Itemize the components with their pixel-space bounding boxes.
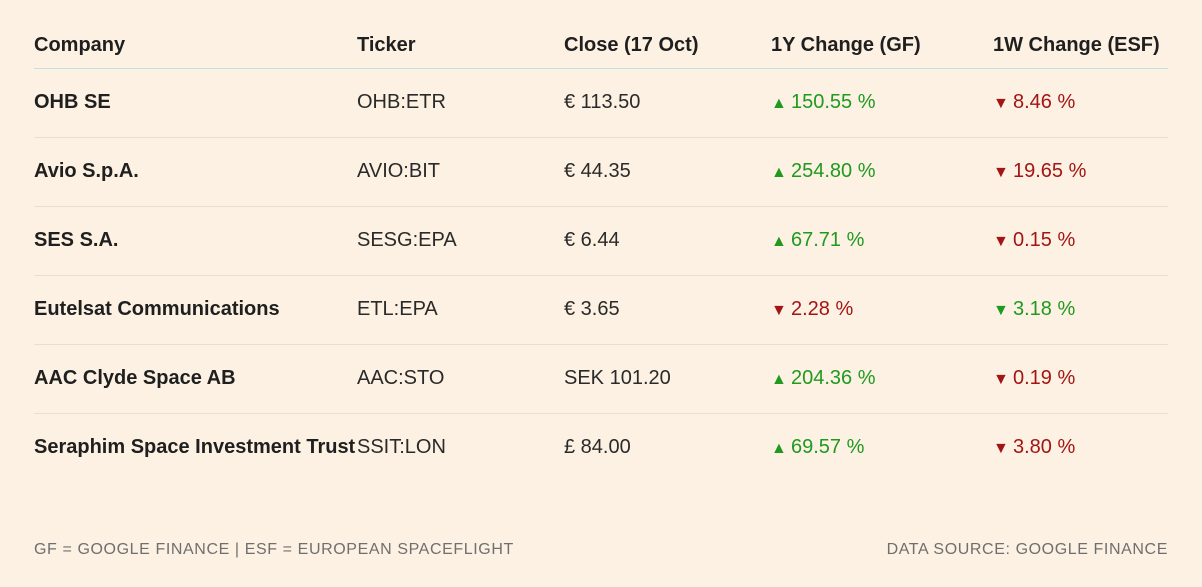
ticker-cell: ETL:EPA <box>357 275 564 345</box>
triangle-down-icon: ▼ <box>993 302 1009 319</box>
change-value: 3.18 % <box>1013 298 1076 320</box>
change-value: 150.55 % <box>791 91 876 113</box>
change-1y-cell: ▲ 67.71 % <box>771 206 993 276</box>
change-1w-cell: ▼ 0.19 % <box>993 344 1168 414</box>
triangle-down-icon: ▼ <box>993 371 1009 388</box>
triangle-down-icon: ▼ <box>993 95 1009 112</box>
close-cell: € 44.35 <box>564 137 771 207</box>
change-1y-cell: ▲ 69.57 % <box>771 414 993 483</box>
table-body: OHB SE OHB:ETR € 113.50 ▲ 150.55 % ▼ 8.46 % Avi… <box>34 68 1168 483</box>
footer-source: DATA SOURCE: GOOGLE FINANCE <box>886 541 1168 558</box>
change-1w-cell: ▼ 3.80 % <box>993 414 1168 483</box>
header-1y-change: 1Y Change (GF) <box>771 22 993 69</box>
change-value: 254.80 % <box>791 160 876 182</box>
change-value: 69.57 % <box>791 436 865 458</box>
table-row: AAC Clyde Space AB AAC:STO SEK 101.20 ▲ 204.… <box>34 344 1168 414</box>
table-row: Avio S.p.A. AVIO:BIT € 44.35 ▲ 254.80 % ▼ 19.6… <box>34 137 1168 207</box>
change-1y-cell: ▲ 204.36 % <box>771 344 993 414</box>
triangle-down-icon: ▼ <box>771 302 787 319</box>
triangle-down-icon: ▼ <box>993 164 1009 181</box>
change-1y-cell: ▲ 254.80 % <box>771 137 993 207</box>
change-1w-cell: ▼ 8.46 % <box>993 68 1168 138</box>
close-cell: SEK 101.20 <box>564 344 771 414</box>
triangle-up-icon: ▲ <box>771 164 787 181</box>
header-company: Company <box>34 22 357 69</box>
table-row: Eutelsat Communications ETL:EPA € 3.65 ▼ 2.2… <box>34 275 1168 345</box>
change-1y-cell: ▲ 150.55 % <box>771 68 993 138</box>
triangle-up-icon: ▲ <box>771 95 787 112</box>
change-value: 0.15 % <box>1013 229 1076 251</box>
change-value: 2.28 % <box>791 298 854 320</box>
company-cell: Avio S.p.A. <box>34 137 357 207</box>
close-cell: € 113.50 <box>564 68 771 138</box>
change-value: 0.19 % <box>1013 367 1076 389</box>
company-cell: OHB SE <box>34 68 357 138</box>
change-value: 3.80 % <box>1013 436 1076 458</box>
company-cell: Eutelsat Communications <box>34 275 357 345</box>
ticker-cell: SSIT:LON <box>357 436 446 458</box>
change-1w-cell: ▼ 0.15 % <box>993 206 1168 276</box>
triangle-up-icon: ▲ <box>771 371 787 388</box>
change-1w-cell: ▼ 19.65 % <box>993 137 1168 207</box>
company-cell: AAC Clyde Space AB <box>34 344 357 414</box>
footer-legend: GF = GOOGLE FINANCE | ESF = EUROPEAN SPA… <box>34 541 514 558</box>
close-cell: € 6.44 <box>564 206 771 276</box>
change-1w-cell: ▼ 3.18 % <box>993 275 1168 345</box>
change-value: 204.36 % <box>791 367 876 389</box>
triangle-up-icon: ▲ <box>771 233 787 250</box>
change-value: 19.65 % <box>1013 160 1087 182</box>
ticker-cell: SESG:EPA <box>357 206 564 276</box>
table-row: SES S.A. SESG:EPA € 6.44 ▲ 67.71 % ▼ 0.15 % <box>34 206 1168 276</box>
change-1y-cell: ▼ 2.28 % <box>771 275 993 345</box>
table-row: Seraphim Space Investment Trust SSIT:LON £… <box>34 414 1168 483</box>
header-row: Company Ticker Close (17 Oct) 1Y Change … <box>34 22 1168 69</box>
change-value: 67.71 % <box>791 229 865 251</box>
table-header: Company Ticker Close (17 Oct) 1Y Change … <box>34 22 1168 69</box>
ticker-cell: OHB:ETR <box>357 68 564 138</box>
triangle-down-icon: ▼ <box>993 440 1009 457</box>
header-1w-change: 1W Change (ESF) <box>993 22 1168 69</box>
ticker-cell: AVIO:BIT <box>357 137 564 207</box>
close-cell: € 3.65 <box>564 275 771 345</box>
header-close: Close (17 Oct) <box>564 22 771 69</box>
table-row: OHB SE OHB:ETR € 113.50 ▲ 150.55 % ▼ 8.46 % <box>34 68 1168 138</box>
triangle-down-icon: ▼ <box>993 233 1009 250</box>
change-value: 8.46 % <box>1013 91 1076 113</box>
company-cell: Seraphim Space Investment Trust <box>34 436 356 458</box>
company-cell: SES S.A. <box>34 206 357 276</box>
close-cell: £ 84.00 <box>564 436 631 458</box>
header-ticker: Ticker <box>357 22 564 69</box>
triangle-up-icon: ▲ <box>771 440 787 457</box>
stocks-table: Company Ticker Close (17 Oct) 1Y Change … <box>34 22 1168 482</box>
ticker-cell: AAC:STO <box>357 344 564 414</box>
